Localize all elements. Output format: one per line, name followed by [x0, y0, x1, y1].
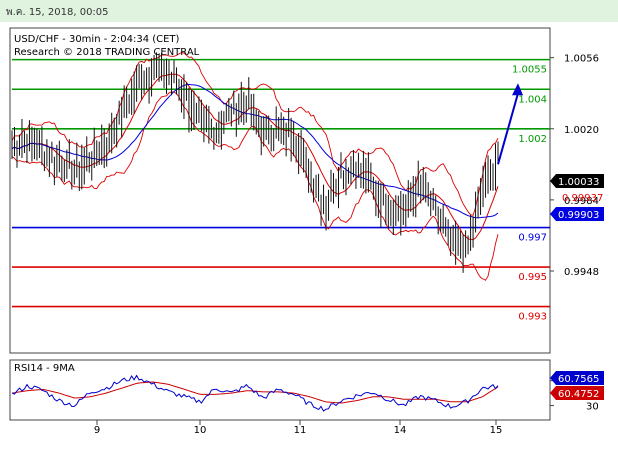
rsi-y-tick-label: 30: [586, 402, 599, 413]
x-axis-ticks: 9 10 11 14 15: [94, 420, 503, 436]
rsi-line: [11, 374, 499, 412]
forecast-line: [497, 93, 519, 165]
x-tick-label: 10: [194, 425, 207, 436]
y-tick-label: 1.0020: [564, 125, 599, 136]
forecast-arrow: [497, 83, 523, 165]
level-label: 1.002: [518, 134, 547, 145]
upper-band: [11, 52, 499, 216]
candles: [11, 52, 499, 273]
x-tick-label: 11: [294, 425, 307, 436]
current-price-tag-bg: [550, 174, 604, 188]
symbol-title: USD/CHF - 30min - 2:04:34 (CET): [14, 34, 180, 45]
ma-slow-tag-bg: [550, 207, 604, 221]
ma-slow-line: [11, 83, 499, 219]
ma-fast-line: [11, 73, 499, 241]
level-label: 1.0055: [512, 65, 547, 76]
level-label: 0.993: [518, 312, 547, 323]
ma-fast-value: 0.99937: [562, 193, 603, 204]
y-tick-label: 0.9948: [564, 267, 599, 278]
rsi-label: RSI14 - 9MA: [14, 363, 75, 374]
y-tick-label: 1.0056: [564, 54, 599, 65]
rsi-ma-value-tag-bg: [550, 386, 604, 400]
rsi-ma-value-tag: 60.4752: [558, 389, 599, 400]
ma-slow-tag: 0.99903: [558, 210, 599, 221]
level-label: 1.004: [518, 94, 547, 105]
y-tick-label: 0.9984: [564, 196, 599, 207]
bollinger-bands: [11, 52, 499, 281]
forecast-arrowhead: [512, 83, 523, 96]
credit-text: Research © 2018 TRADING CENTRAL: [14, 47, 200, 58]
main-panel: [9, 27, 551, 354]
rsi-value-tag: 60.7565: [558, 374, 599, 385]
level-label: 0.995: [518, 272, 547, 283]
x-tick-label: 9: [94, 425, 100, 436]
x-tick-label: 14: [394, 425, 407, 436]
lower-band: [11, 91, 499, 281]
rsi-ma-line: [11, 381, 499, 404]
x-tick-label: 15: [490, 425, 503, 436]
price-tags: 1.00033 0.99937 0.99903 60.7565 60.4752: [550, 174, 604, 400]
rsi-value-tag-bg: [550, 371, 604, 385]
timestamp: พ.ค. 15, 2018, 00:05: [6, 7, 109, 18]
moving-averages: [11, 73, 499, 241]
y-axis-ticks: 1.0056 1.0020 0.9984 0.9948: [550, 54, 599, 278]
current-price-tag: 1.00033: [558, 177, 599, 188]
header-bar: พ.ค. 15, 2018, 00:05: [0, 0, 618, 22]
level-label: 0.997: [518, 233, 547, 244]
